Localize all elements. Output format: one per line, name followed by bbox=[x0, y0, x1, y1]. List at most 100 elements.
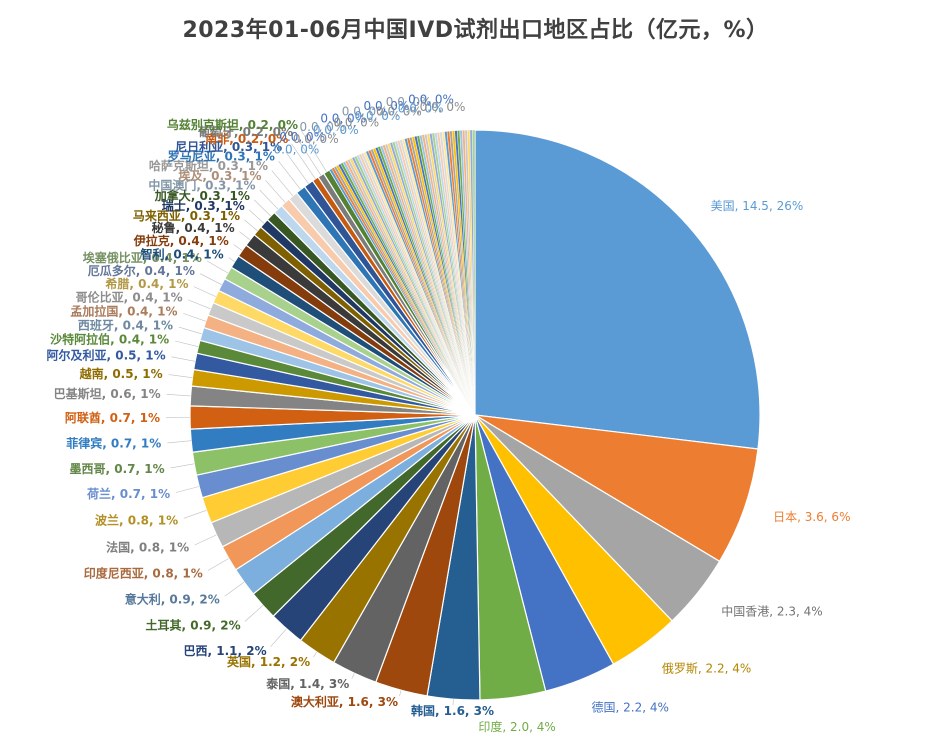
data-label-8: 泰国, 1.4, 3% bbox=[265, 676, 349, 691]
data-label-other: 0.0, 0% bbox=[420, 100, 466, 114]
data-label-18: 菲律宾, 0.7, 1% bbox=[66, 435, 161, 450]
data-label-15: 波兰, 0.8, 1% bbox=[95, 512, 178, 527]
data-label-23: 沙特阿拉伯, 0.4, 1% bbox=[50, 332, 169, 347]
data-label-2: 中国香港, 2.3, 4% bbox=[721, 603, 822, 618]
data-label-9: 英国, 1.2, 2% bbox=[227, 654, 310, 669]
data-label-other: 0.0, 0% bbox=[333, 115, 379, 129]
data-label-10: 巴西, 1.1, 2% bbox=[183, 644, 266, 658]
data-label-other: 0.0, 0% bbox=[342, 104, 388, 118]
data-label-3: 俄罗斯, 2.2, 4% bbox=[662, 662, 751, 676]
leader-line bbox=[175, 486, 200, 493]
slice-other bbox=[472, 129, 476, 416]
data-label-other: 0.0, 0% bbox=[355, 109, 401, 123]
leader-line bbox=[206, 260, 229, 274]
data-label-32: 秘鲁, 0.4, 1% bbox=[152, 220, 235, 235]
leader-line bbox=[188, 299, 211, 310]
data-label-13: 印度尼西亚, 0.8, 1% bbox=[84, 566, 203, 581]
data-label-31: 伊拉克, 0.4, 1% bbox=[133, 233, 229, 248]
leader-line bbox=[167, 440, 192, 444]
data-label-37: 埃及, 0.3, 1% bbox=[178, 168, 261, 183]
data-label-30: 智利, 0.4, 1% bbox=[140, 247, 224, 262]
leader-line bbox=[178, 326, 202, 335]
data-label-other: 0.0, 0% bbox=[293, 132, 339, 146]
data-label-35: 加拿大, 0.3, 1% bbox=[154, 188, 250, 203]
data-label-26: 哥伦比亚, 0.4, 1% bbox=[76, 290, 183, 305]
leader-line bbox=[351, 673, 355, 679]
leader-lines bbox=[165, 129, 454, 706]
data-label-34: 瑞士, 0.3, 1% bbox=[162, 198, 245, 213]
data-label-other: 0.0, 0% bbox=[279, 130, 325, 144]
leader-line bbox=[168, 374, 193, 378]
data-label-21: 越南, 0.5, 1% bbox=[79, 366, 163, 381]
leader-line bbox=[200, 273, 222, 285]
data-label-other: 0.0, 0% bbox=[364, 99, 410, 113]
data-label-other: 0.0, 0% bbox=[376, 105, 422, 119]
data-label-6: 韩国, 1.6, 3% bbox=[411, 703, 494, 718]
leader-line bbox=[248, 209, 265, 224]
leader-line bbox=[300, 129, 327, 172]
data-label-42: 葡萄牙, 0.2, 0% bbox=[197, 124, 293, 139]
data-label-14: 法国, 0.8, 1% bbox=[106, 540, 189, 555]
data-label-19: 阿联酋, 0.7, 1% bbox=[65, 410, 160, 425]
data-label-20: 巴基斯坦, 0.6, 1% bbox=[54, 386, 161, 401]
data-label-other: 0.0, 0% bbox=[408, 93, 454, 107]
data-label-11: 土耳其, 0.9, 2% bbox=[145, 617, 240, 632]
leader-line bbox=[285, 151, 309, 184]
data-label-33: 马来西亚, 0.3, 1% bbox=[133, 208, 240, 223]
data-label-38: 哈萨克斯坦, 0.3, 1% bbox=[149, 158, 268, 173]
leader-line bbox=[399, 690, 402, 697]
data-label-other: 0.0, 0% bbox=[274, 142, 320, 156]
data-label-41: 南非, 0.2, 0% bbox=[205, 131, 288, 146]
slice-0 bbox=[474, 129, 761, 450]
slice-1 bbox=[474, 414, 759, 563]
data-label-43: 乌兹别克斯坦, 0.2, 0% bbox=[167, 117, 298, 132]
data-labels: 美国, 14.5, 26% 日本, 3.6, 6% 中国香港, 2.3, 4% 俄罗斯… bbox=[46, 93, 850, 735]
data-label-16: 荷兰, 0.7, 1% bbox=[86, 486, 170, 501]
data-label-27: 希腊, 0.4, 1% bbox=[104, 276, 188, 291]
data-label-28: 厄瓜多尔, 0.4, 1% bbox=[88, 263, 195, 278]
data-label-17: 墨西哥, 0.7, 1% bbox=[69, 462, 164, 476]
data-label-4: 德国, 2.2, 4% bbox=[592, 700, 669, 715]
leader-line bbox=[171, 356, 196, 362]
leader-line bbox=[259, 189, 279, 210]
data-label-other: 0.0, 0% bbox=[313, 123, 359, 137]
data-label-7: 澳大利亚, 1.6, 3% bbox=[291, 694, 398, 709]
data-label-0: 美国, 14.5, 26% bbox=[711, 199, 804, 213]
leader-line bbox=[233, 244, 243, 251]
data-label-25: 孟加拉国, 0.4, 1% bbox=[70, 303, 177, 318]
leader-line bbox=[291, 143, 316, 180]
data-label-other: 0.0, 0% bbox=[300, 120, 346, 134]
data-label-other: 0.0, 0% bbox=[386, 95, 432, 109]
leader-line bbox=[166, 394, 191, 397]
chart-title: 2023年01-06月中国IVD试剂出口地区占比（亿元，%） bbox=[182, 18, 769, 43]
leader-line bbox=[313, 651, 317, 658]
data-label-39: 罗马尼亚, 0.3, 1% bbox=[168, 148, 275, 163]
leader-line bbox=[183, 313, 206, 322]
data-label-12: 意大利, 0.9, 2% bbox=[125, 592, 220, 607]
pie-slices bbox=[189, 129, 761, 701]
leader-line bbox=[224, 581, 245, 597]
leader-line bbox=[253, 199, 272, 217]
leader-line bbox=[296, 136, 322, 176]
leader-line bbox=[194, 534, 217, 546]
data-label-other: 0.0, 0% bbox=[398, 102, 444, 116]
leader-line bbox=[239, 231, 251, 241]
leader-line bbox=[193, 286, 216, 297]
data-label-22: 阿尔及利亚, 0.5, 1% bbox=[46, 348, 165, 363]
leader-line bbox=[271, 170, 294, 196]
leader-line bbox=[174, 340, 199, 347]
data-label-5: 印度, 2.0, 4% bbox=[478, 719, 555, 734]
leader-line bbox=[228, 257, 235, 262]
leader-line bbox=[244, 219, 258, 232]
leader-line bbox=[270, 628, 287, 647]
data-label-other: 0.0, 0% bbox=[320, 111, 366, 125]
data-label-24: 西班牙, 0.4, 1% bbox=[78, 317, 173, 332]
data-label-29: 埃塞俄比亚, 0.4, 1% bbox=[83, 250, 202, 265]
leader-line bbox=[183, 510, 207, 519]
data-label-40: 尼日利亚, 0.3, 1% bbox=[175, 139, 282, 154]
leader-line bbox=[170, 463, 195, 469]
data-label-1: 日本, 3.6, 6% bbox=[773, 510, 850, 524]
leader-line bbox=[207, 558, 229, 571]
leader-line bbox=[278, 160, 301, 190]
